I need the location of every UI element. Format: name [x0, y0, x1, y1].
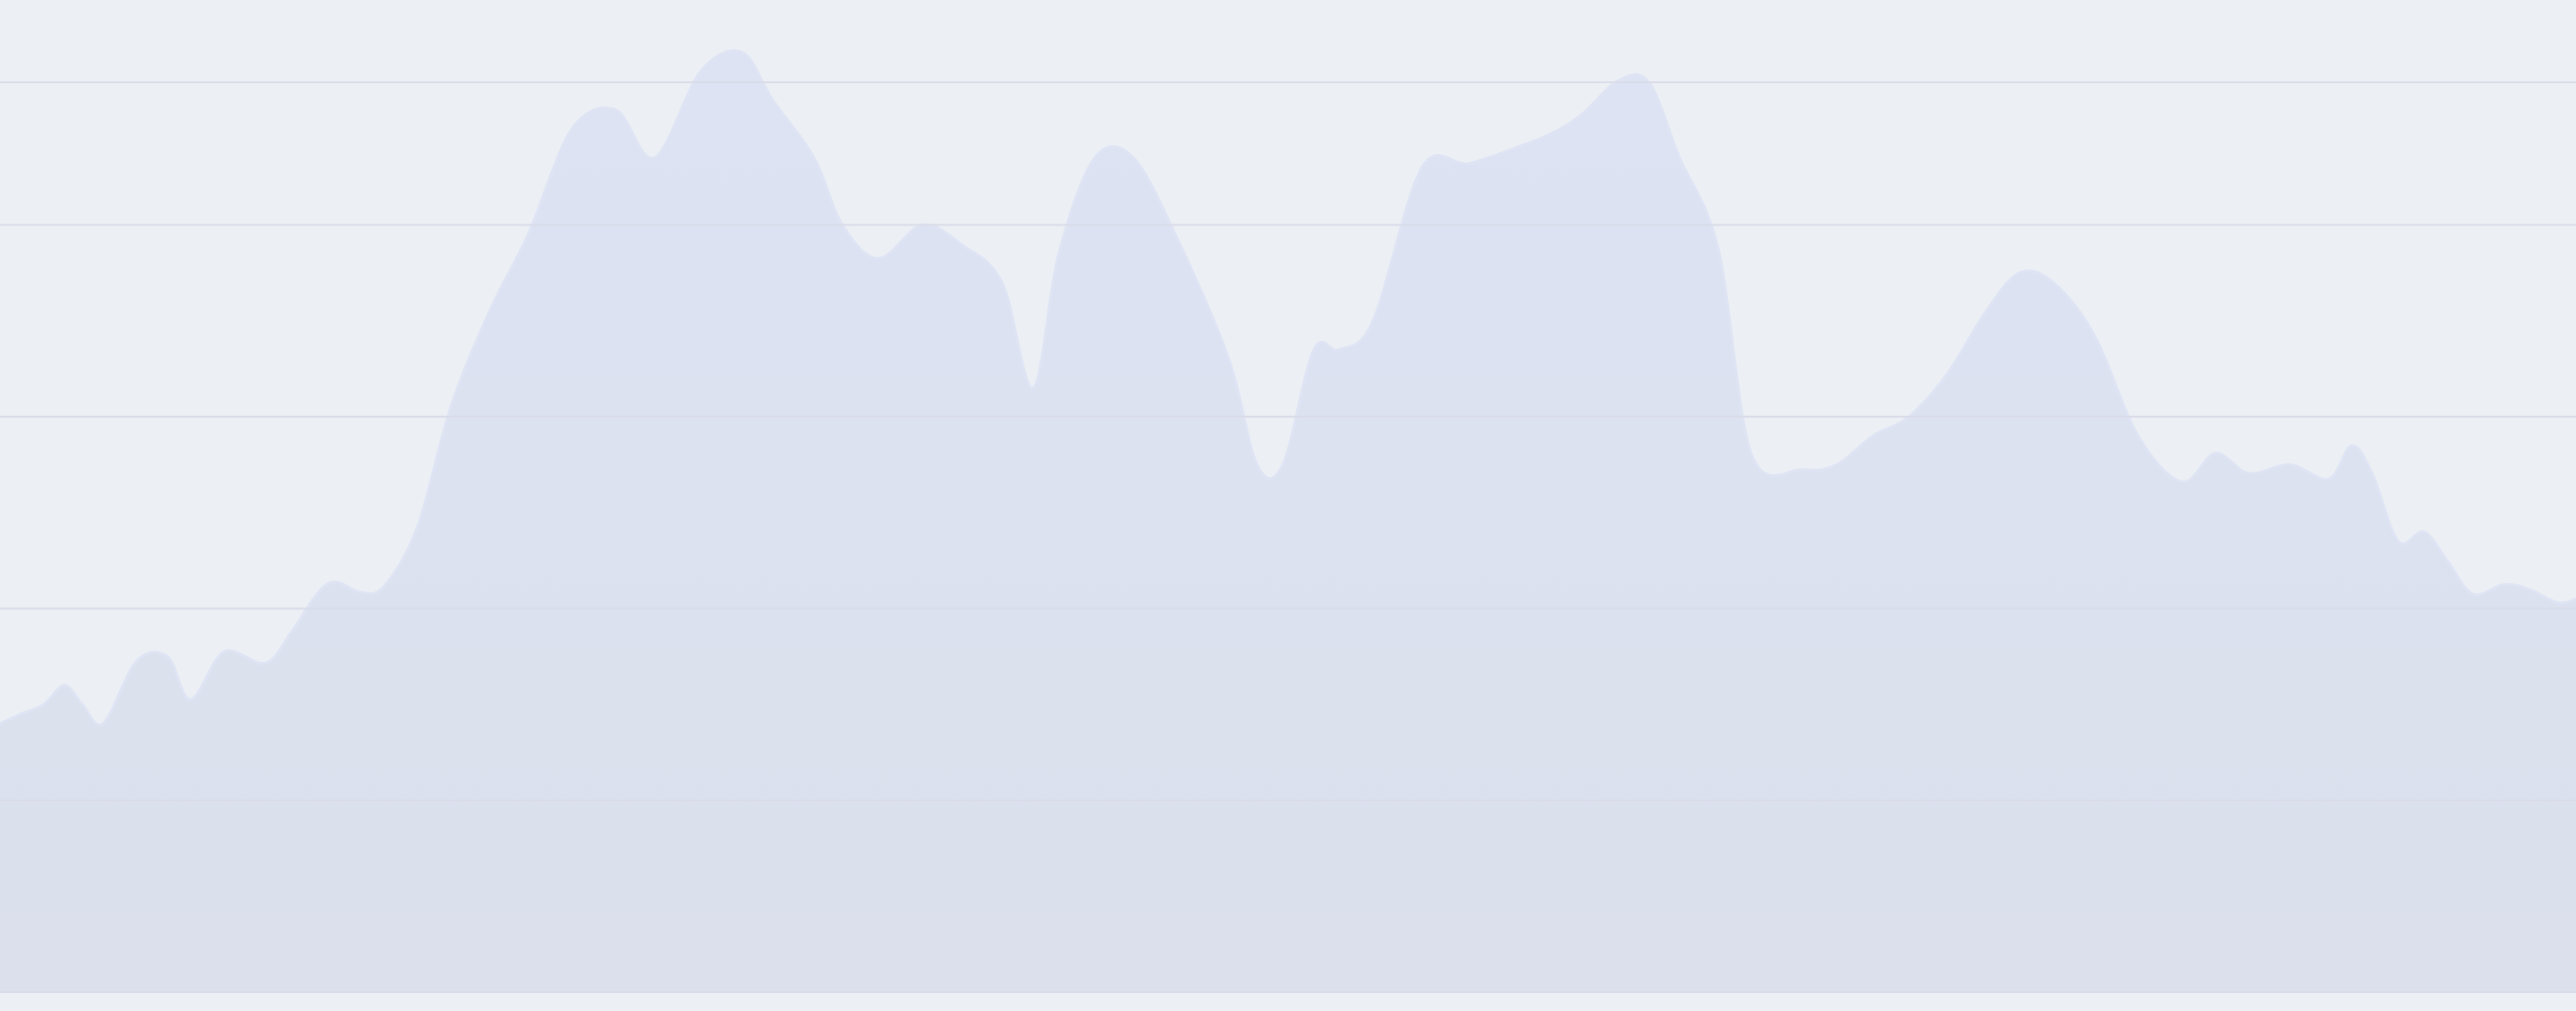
- data-point-15: [382, 585, 386, 589]
- data-point-32: [1031, 387, 1035, 390]
- data-point-66: [2288, 463, 2292, 466]
- data-point-65: [2247, 472, 2250, 475]
- data-point-8: [189, 698, 192, 701]
- data-point-52: [1750, 454, 1753, 457]
- data-point-58: [1985, 310, 1988, 313]
- data-point-49: [1647, 81, 1650, 84]
- data-point-67: [2327, 478, 2331, 481]
- data-point-29: [920, 223, 924, 226]
- data-point-16: [416, 525, 419, 529]
- data-point-9: [223, 650, 226, 653]
- data-point-7: [165, 655, 169, 658]
- data-point-45: [1513, 147, 1516, 150]
- data-point-4: [80, 702, 84, 706]
- data-point-74: [2502, 582, 2505, 586]
- data-point-13: [333, 580, 336, 583]
- data-point-38: [1255, 463, 1258, 466]
- data-point-62: [2136, 434, 2140, 438]
- data-point-44: [1467, 162, 1470, 166]
- data-point-6: [135, 659, 139, 663]
- data-point-36: [1178, 242, 1182, 246]
- data-point-12: [315, 592, 318, 596]
- data-point-5: [101, 722, 105, 726]
- data-point-39: [1281, 463, 1284, 466]
- data-point-41: [1338, 348, 1342, 352]
- data-point-1: [19, 712, 22, 716]
- data-point-25: [771, 98, 775, 102]
- data-point-75: [2528, 588, 2531, 591]
- data-point-40: [1312, 348, 1316, 352]
- data-point-54: [1835, 463, 1838, 466]
- area-series-fill: [0, 50, 2576, 992]
- data-point-2: [42, 702, 46, 706]
- data-point-50: [1678, 156, 1682, 159]
- data-point-46: [1549, 132, 1553, 136]
- data-point-33: [1057, 252, 1061, 256]
- area-series-line: [0, 49, 2576, 726]
- data-point-3: [63, 684, 66, 687]
- data-point-27: [841, 223, 844, 226]
- data-point-34: [1093, 156, 1097, 159]
- data-point-18: [487, 310, 491, 313]
- data-point-19: [526, 233, 530, 236]
- data-point-68: [2350, 444, 2353, 447]
- data-point-24: [740, 50, 743, 54]
- data-point-56: [1907, 415, 1911, 419]
- data-point-57: [1945, 372, 1949, 376]
- data-point-10: [264, 661, 267, 665]
- data-point-60: [2051, 281, 2055, 285]
- data-point-70: [2396, 539, 2400, 543]
- data-point-47: [1580, 113, 1583, 116]
- data-point-55: [1871, 434, 1875, 438]
- data-point-73: [2471, 592, 2475, 596]
- data-point-51: [1716, 247, 1720, 251]
- data-point-61: [2092, 334, 2096, 337]
- data-point-42: [1371, 319, 1375, 323]
- data-point-22: [653, 156, 657, 159]
- data-point-76: [2556, 601, 2560, 605]
- data-point-64: [2214, 452, 2217, 455]
- data-point-63: [2180, 480, 2183, 484]
- data-point-31: [1000, 281, 1004, 285]
- data-point-48: [1616, 80, 1620, 83]
- data-point-30: [959, 242, 962, 246]
- data-point-28: [877, 257, 880, 260]
- data-point-23: [699, 70, 702, 73]
- data-point-72: [2445, 559, 2449, 563]
- data-point-59: [2018, 271, 2021, 275]
- data-point-53: [1801, 468, 1805, 472]
- data-point-14: [359, 590, 362, 594]
- data-point-20: [570, 127, 573, 131]
- data-point-69: [2371, 472, 2375, 476]
- data-point-26: [812, 156, 816, 159]
- data-point-43: [1420, 166, 1424, 169]
- data-point-21: [614, 108, 617, 112]
- data-point-71: [2422, 530, 2426, 533]
- data-point-17: [449, 405, 453, 409]
- data-point-35: [1131, 156, 1135, 159]
- data-point-11: [289, 631, 292, 634]
- data-point-37: [1227, 358, 1231, 361]
